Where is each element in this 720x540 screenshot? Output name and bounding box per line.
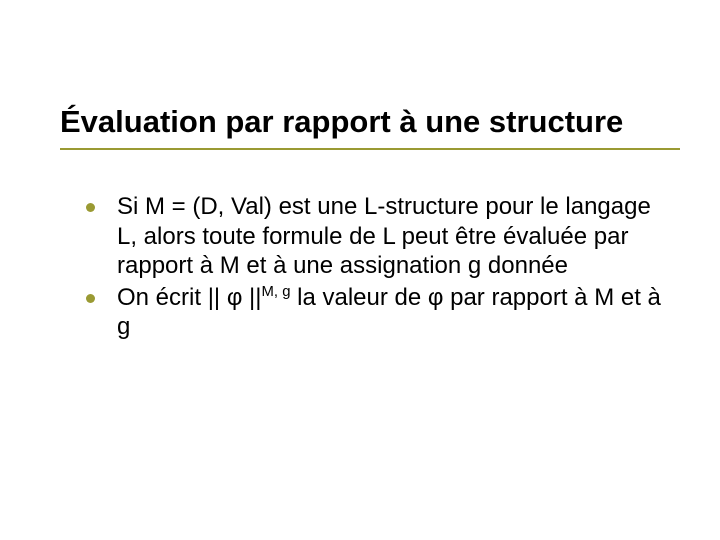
list-item: On écrit || φ ||M, g la valeur de φ par …: [86, 283, 662, 342]
bullet-text: Si M = (D, Val) est une L-structure pour…: [117, 192, 662, 281]
slide-body: Si M = (D, Val) est une L-structure pour…: [86, 192, 662, 344]
title-underline: [60, 148, 680, 150]
slide: Évaluation par rapport à une structure S…: [0, 0, 720, 540]
slide-title: Évaluation par rapport à une structure: [60, 103, 680, 148]
bullet-icon: [86, 203, 95, 212]
list-item: Si M = (D, Val) est une L-structure pour…: [86, 192, 662, 281]
title-block: Évaluation par rapport à une structure: [60, 103, 680, 150]
bullet-text: On écrit || φ ||M, g la valeur de φ par …: [117, 283, 662, 342]
bullet-icon: [86, 294, 95, 303]
